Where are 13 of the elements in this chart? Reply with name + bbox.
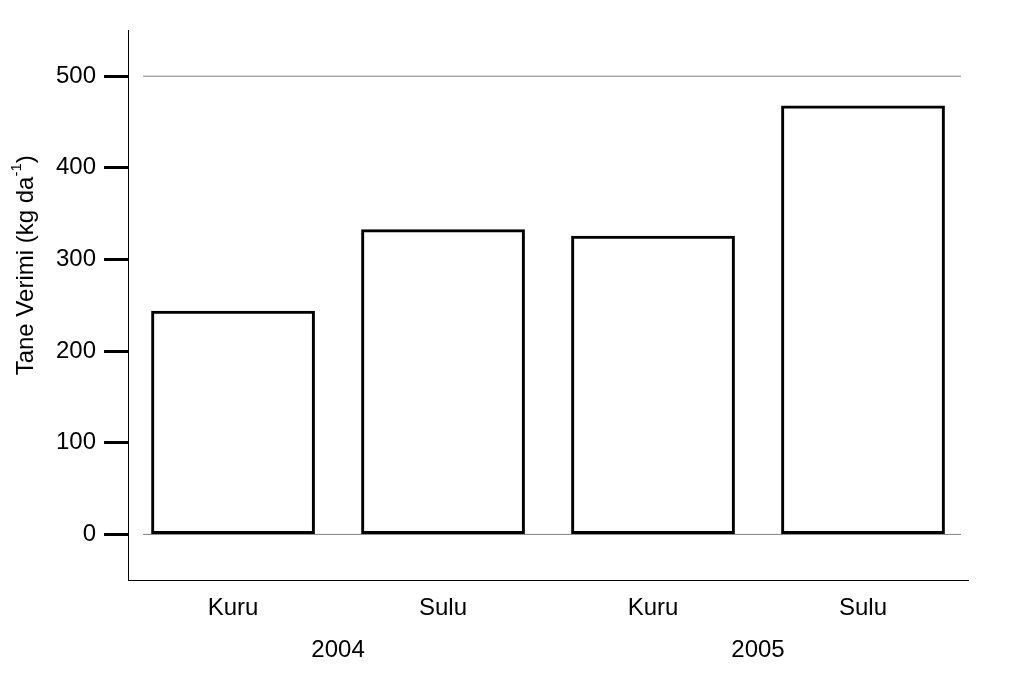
- x-tick-label: Kuru: [627, 593, 679, 621]
- x-tick-label: Sulu: [419, 593, 468, 621]
- text: 2005: [731, 634, 785, 662]
- y-tick-label: 300: [56, 244, 97, 272]
- y-tick-label: 500: [56, 60, 97, 88]
- y-tick-label: 100: [56, 427, 97, 455]
- x-tick-label: Kuru: [207, 593, 259, 621]
- y-tick-label: 0: [82, 519, 97, 547]
- x-tick-label: Sulu: [838, 593, 888, 621]
- y-tick-label: 400: [56, 152, 97, 180]
- text: 2004: [311, 634, 365, 662]
- y-axis-title: Tane Verimi (kg da-1): [7, 155, 38, 376]
- y-tick-label: 200: [56, 335, 97, 363]
